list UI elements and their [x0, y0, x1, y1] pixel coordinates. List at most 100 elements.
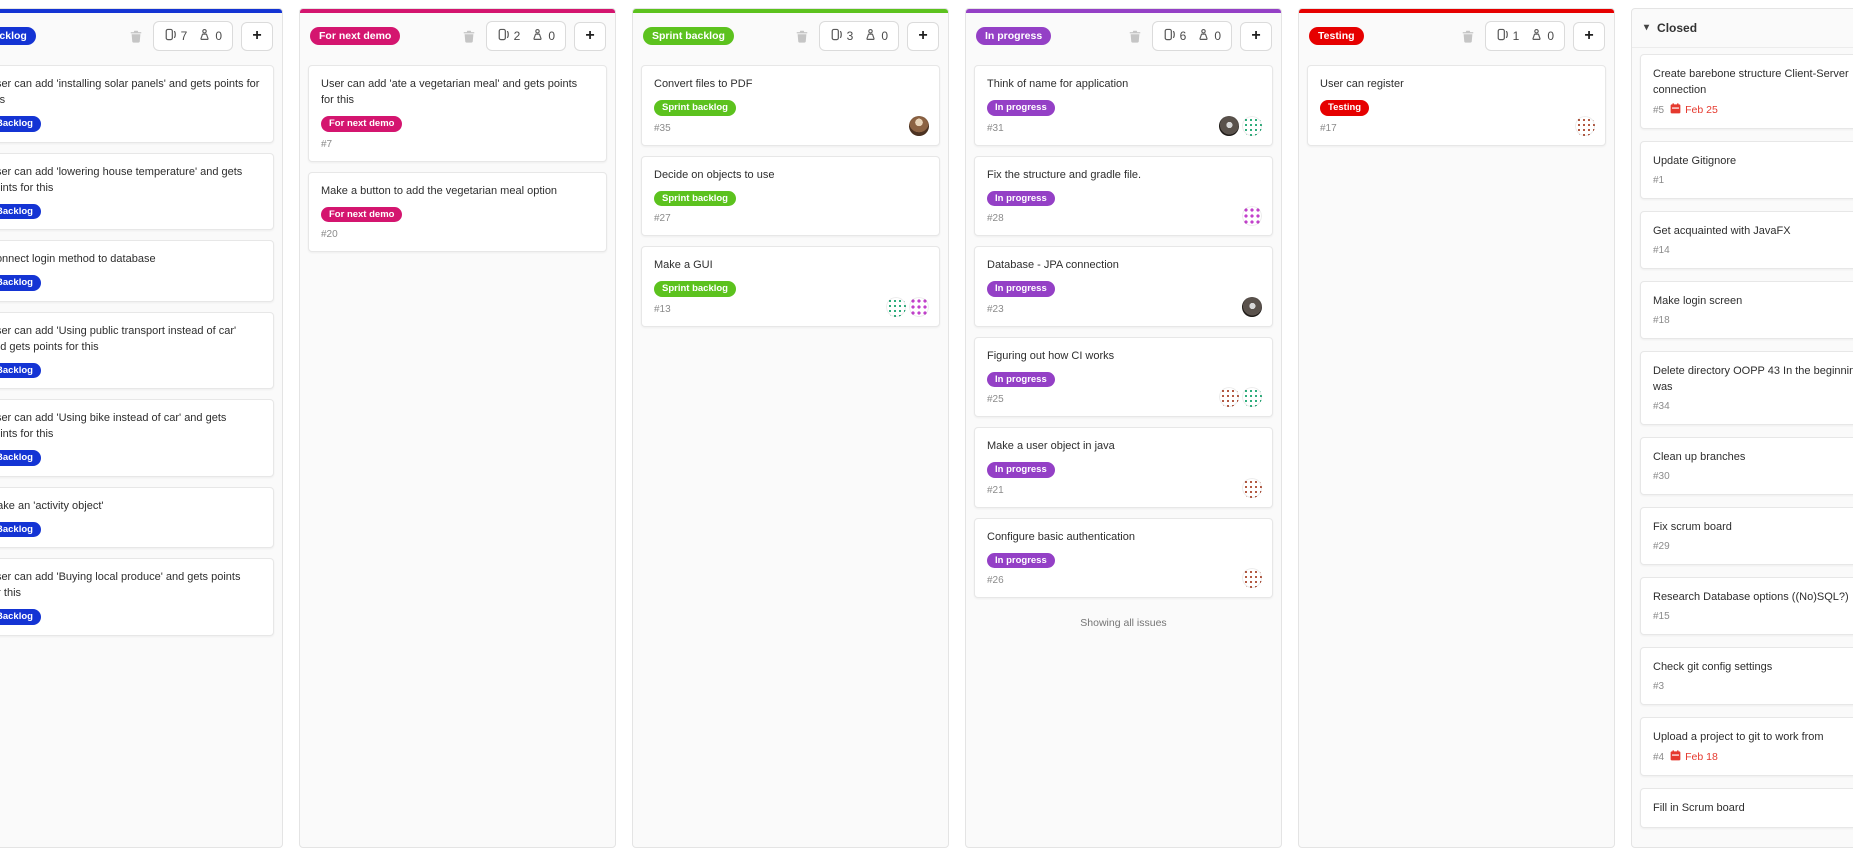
issue-card[interactable]: Configure basic authentication In progre… [974, 517, 1273, 598]
issue-card[interactable]: User can add 'Using public transport ins… [0, 311, 274, 389]
issue-label[interactable]: For next demo [321, 116, 403, 132]
issue-label[interactable]: Backlog [0, 450, 41, 466]
add-issue-button[interactable]: + [241, 21, 273, 51]
add-issue-button[interactable]: + [907, 21, 939, 51]
issue-label[interactable]: In progress [987, 552, 1055, 568]
issue-number: #25 [987, 394, 1004, 405]
issue-number: #23 [987, 303, 1004, 315]
issue-title: User can add 'installing solar panels' a… [0, 78, 260, 106]
issue-number: #28 [987, 213, 1004, 224]
issue-card[interactable]: Connect login method to database Backlog [0, 240, 274, 302]
issue-card[interactable]: Research Database options ((No)SQL?) #15 [1640, 577, 1853, 635]
issue-label[interactable]: Testing [1320, 100, 1370, 116]
closed-column-header[interactable]: ▾ Closed [1632, 9, 1853, 48]
issue-number: #1 [1653, 175, 1665, 186]
issue-label[interactable]: In progress [987, 190, 1055, 206]
issue-title: Create barebone structure Client-Server … [1653, 68, 1849, 96]
issue-title: Figuring out how CI works [987, 349, 1115, 362]
issue-label[interactable]: Sprint backlog [654, 100, 736, 116]
issue-card[interactable]: User can add 'Buying local produce' and … [0, 558, 274, 636]
issue-card[interactable]: Convert files to PDF Sprint backlog #35 [641, 65, 940, 146]
trash-icon[interactable] [1128, 29, 1142, 43]
issue-card[interactable]: Decide on objects to use Sprint backlog … [641, 155, 940, 236]
trash-icon[interactable] [129, 29, 143, 43]
issue-count: 2 [497, 28, 520, 44]
issue-label[interactable]: Backlog [0, 521, 41, 537]
assignee-avatars [886, 296, 929, 317]
column-label-pill: Testing [1309, 26, 1364, 46]
issue-card[interactable]: User can register Testing #17 [1307, 65, 1606, 146]
assignee-avatars [1219, 387, 1262, 407]
issue-label[interactable]: In progress [987, 281, 1055, 297]
weight-icon [198, 28, 211, 44]
weight-count: 0 [531, 28, 555, 44]
issue-label[interactable]: For next demo [321, 206, 403, 222]
assignee-avatars [909, 115, 929, 136]
issue-card[interactable]: User can add 'Using bike instead of car'… [0, 399, 274, 477]
column-card-list: Think of name for application In progres… [966, 59, 1281, 640]
add-issue-button[interactable]: + [574, 21, 606, 51]
issue-label[interactable]: Backlog [0, 203, 41, 219]
trash-icon[interactable] [795, 29, 809, 43]
issue-number: #13 [654, 303, 671, 315]
issue-card[interactable]: User can add 'lowering house temperature… [0, 152, 274, 230]
issue-card[interactable]: Think of name for application In progres… [974, 65, 1273, 146]
issue-card[interactable]: Make login screen #18 [1640, 281, 1853, 339]
issue-number: #18 [1653, 315, 1670, 326]
issue-number: #17 [1320, 122, 1337, 134]
issue-card[interactable]: User can add 'ate a vegetarian meal' and… [308, 65, 607, 162]
column-header: Testing 1 0 + [1299, 13, 1614, 59]
issue-number: #14 [1653, 245, 1670, 256]
issue-label[interactable]: Backlog [0, 362, 41, 378]
issue-title: Fix the structure and gradle file. [987, 168, 1142, 181]
issue-title: User can add 'Using public transport ins… [0, 324, 237, 353]
issue-card[interactable]: Clean up branches #30 [1640, 437, 1853, 495]
issue-label[interactable]: Sprint backlog [654, 190, 736, 206]
issue-title: Update Gitignore [1653, 155, 1737, 167]
column-header: In progress 6 0 + [966, 13, 1281, 59]
add-issue-button[interactable]: + [1573, 21, 1605, 51]
issue-card[interactable]: User can add 'installing solar panels' a… [0, 65, 274, 143]
identicon-green-avatar [886, 296, 906, 317]
add-issue-button[interactable]: + [1240, 21, 1272, 51]
issue-card[interactable]: Upload a project to git to work from #4 … [1640, 717, 1853, 776]
issue-card[interactable]: Fill in Scrum board [1640, 788, 1853, 828]
issue-card[interactable]: Delete directory OOPP 43 In the beginnin… [1640, 351, 1853, 425]
trash-icon[interactable] [1461, 29, 1475, 43]
issue-title: Configure basic authentication [987, 530, 1135, 543]
issue-label[interactable]: Backlog [0, 116, 41, 132]
column-card-list: User can add 'ate a vegetarian meal' and… [300, 59, 615, 260]
board-column: Backlog 7 0 + Use [0, 8, 283, 848]
issue-title: Make a button to add the vegetarian meal… [321, 184, 558, 197]
board-column: Sprint backlog 3 0 + [632, 8, 949, 848]
issue-label[interactable]: Backlog [0, 275, 41, 291]
issue-label[interactable]: Backlog [0, 609, 41, 625]
issue-card[interactable]: Get acquainted with JavaFX #14 [1640, 211, 1853, 269]
issue-card[interactable]: Make a GUI Sprint backlog #13 [641, 246, 940, 327]
issue-card[interactable]: Figuring out how CI works In progress #2… [974, 336, 1273, 417]
photo-b-avatar [1219, 115, 1239, 136]
issue-label[interactable]: In progress [987, 462, 1055, 478]
column-label-pill: For next demo [310, 26, 401, 46]
issue-card[interactable]: Database - JPA connection In progress #2… [974, 246, 1273, 327]
weight-count: 0 [198, 28, 222, 44]
trash-icon[interactable] [462, 29, 476, 43]
issue-card[interactable]: Update Gitignore #1 [1640, 141, 1853, 199]
issue-title: Make a GUI [654, 259, 713, 271]
issue-label[interactable]: In progress [987, 100, 1055, 116]
issue-card[interactable]: Make a button to add the vegetarian meal… [308, 171, 607, 252]
weight-icon [1197, 28, 1210, 44]
issue-number: #26 [987, 575, 1004, 586]
issue-label[interactable]: In progress [987, 371, 1055, 387]
column-color-bar [300, 9, 615, 13]
issue-label[interactable]: Sprint backlog [654, 281, 736, 297]
issue-card[interactable]: Fix scrum board #29 [1640, 507, 1853, 565]
issue-card[interactable]: Fix the structure and gradle file. In pr… [974, 155, 1273, 236]
issue-card[interactable]: Create barebone structure Client-Server … [1640, 54, 1853, 129]
column-card-list: User can register Testing #17 [1299, 59, 1614, 154]
issue-card[interactable]: Make a user object in java In progress #… [974, 427, 1273, 508]
issue-card[interactable]: Check git config settings #3 [1640, 647, 1853, 705]
issue-title: Convert files to PDF [654, 78, 753, 90]
column-counters: 3 0 [818, 21, 899, 51]
issue-card[interactable]: Make an 'activity object' Backlog [0, 486, 274, 548]
